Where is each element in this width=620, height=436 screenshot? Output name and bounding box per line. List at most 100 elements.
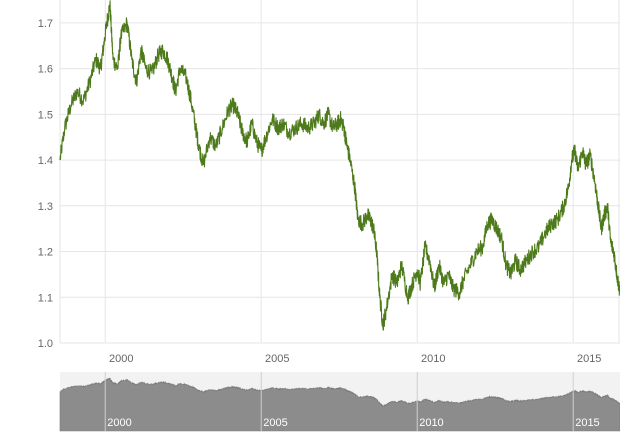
data-point-88 <box>481 245 485 249</box>
data-point-75 <box>415 268 419 272</box>
data-point-90 <box>490 218 494 222</box>
data-point-68 <box>381 323 385 327</box>
data-point-34 <box>226 108 230 112</box>
data-point-95 <box>513 259 517 263</box>
data-point-113 <box>599 227 603 231</box>
data-point-108 <box>581 149 585 153</box>
series-line <box>59 0 620 331</box>
data-point-41 <box>259 149 263 153</box>
navigator[interactable]: 2000 2005 2010 2015 <box>59 372 620 432</box>
data-point-50 <box>312 121 316 125</box>
y-tick-label-1.1: 1.1 <box>38 292 53 304</box>
data-point-97 <box>524 259 528 263</box>
data-point-30 <box>202 163 206 167</box>
data-point-66 <box>375 250 379 254</box>
data-point-58 <box>345 144 349 148</box>
data-point-73 <box>406 295 410 299</box>
data-point-85 <box>462 277 466 281</box>
data-point-71 <box>395 282 399 286</box>
data-point-64 <box>368 218 372 222</box>
data-point-114 <box>602 213 606 217</box>
x-axis: 2000 2005 2010 2015 <box>109 353 601 365</box>
y-tick-label-1.3: 1.3 <box>38 201 53 213</box>
data-point-102 <box>556 218 560 222</box>
data-point-105 <box>570 158 574 162</box>
data-point-49 <box>306 126 310 130</box>
data-point-118 <box>615 272 619 276</box>
data-point-24 <box>173 89 177 93</box>
data-point-23 <box>170 76 174 80</box>
y-tick-label-1.4: 1.4 <box>38 155 53 167</box>
data-point-35 <box>231 103 235 107</box>
data-point-12 <box>116 67 120 71</box>
data-point-56 <box>339 117 343 121</box>
data-point-33 <box>220 126 224 130</box>
y-axis: 1.0 1.1 1.2 1.3 1.4 1.5 1.6 1.7 <box>38 18 53 350</box>
data-point-91 <box>495 227 499 231</box>
data-point-82 <box>446 272 450 276</box>
data-point-44 <box>276 126 280 130</box>
data-point-54 <box>331 126 335 130</box>
data-point-67 <box>378 295 382 299</box>
data-point-16 <box>134 80 138 84</box>
y-tick-label-1.2: 1.2 <box>38 247 53 259</box>
data-point-39 <box>250 121 254 125</box>
data-point-69 <box>384 309 388 313</box>
data-point-48 <box>300 121 304 125</box>
data-point-81 <box>442 282 446 286</box>
data-point-37 <box>241 131 245 135</box>
data-point-22 <box>166 57 170 61</box>
data-point-4 <box>81 99 85 103</box>
data-point-1 <box>63 126 67 130</box>
data-point-21 <box>161 48 165 52</box>
data-point-17 <box>139 48 143 52</box>
data-point-70 <box>390 272 394 276</box>
data-point-38 <box>245 140 249 144</box>
data-point-116 <box>609 240 613 244</box>
data-point-109 <box>584 163 588 167</box>
data-point-9 <box>105 21 109 25</box>
data-point-96 <box>518 268 522 272</box>
data-point-25 <box>178 67 182 71</box>
data-point-103 <box>562 204 566 208</box>
x-tick-label-2000: 2000 <box>109 353 133 365</box>
navigator-tick-label-2005: 2005 <box>263 417 287 429</box>
data-point-45 <box>281 121 285 125</box>
navigator-area <box>59 377 620 432</box>
data-point-18 <box>144 67 148 71</box>
data-point-3 <box>75 89 79 93</box>
data-point-94 <box>509 272 513 276</box>
x-tick-label-2005: 2005 <box>265 353 289 365</box>
data-point-53 <box>326 112 330 116</box>
data-point-59 <box>348 158 352 162</box>
data-point-86 <box>468 263 472 267</box>
data-point-40 <box>255 140 259 144</box>
data-point-27 <box>189 99 193 103</box>
x-tick-label-2015: 2015 <box>577 353 601 365</box>
data-point-107 <box>576 167 580 171</box>
data-point-0 <box>58 158 62 162</box>
navigator-tick-label-2000: 2000 <box>107 417 131 429</box>
x-tick-label-2010: 2010 <box>421 353 445 365</box>
data-point-13 <box>119 35 123 39</box>
data-point-99 <box>537 245 541 249</box>
data-point-104 <box>567 186 571 190</box>
data-point-47 <box>294 126 298 130</box>
vertical-gridlines <box>59 0 620 343</box>
data-point-65 <box>372 227 376 231</box>
data-point-76 <box>418 282 422 286</box>
y-tick-label-1.0: 1.0 <box>38 338 53 350</box>
data-point-89 <box>485 222 489 226</box>
navigator-tick-label-2010: 2010 <box>419 417 443 429</box>
data-point-79 <box>432 286 436 290</box>
data-point-14 <box>125 21 129 25</box>
data-point-31 <box>208 135 212 139</box>
data-point-87 <box>474 250 478 254</box>
data-point-26 <box>184 76 188 80</box>
data-point-57 <box>342 126 346 130</box>
data-point-60 <box>353 186 357 190</box>
horizontal-gridlines <box>60 22 620 344</box>
data-point-98 <box>531 250 535 254</box>
data-point-74 <box>411 282 415 286</box>
